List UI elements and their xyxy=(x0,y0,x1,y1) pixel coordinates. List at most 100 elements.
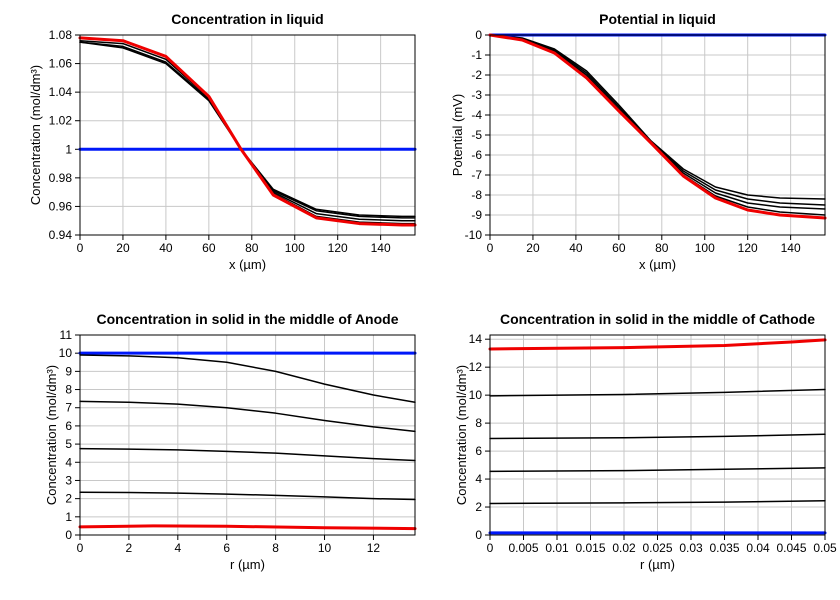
svg-text:2: 2 xyxy=(65,492,72,506)
svg-text:-5: -5 xyxy=(471,128,482,142)
svg-text:0.01: 0.01 xyxy=(545,541,569,555)
svg-text:0: 0 xyxy=(475,528,482,542)
svg-text:10: 10 xyxy=(469,388,483,402)
svg-text:-1: -1 xyxy=(471,48,482,62)
figure: Concentration in liquid x (µm) Concentrati… xyxy=(0,0,840,600)
gridlines: 00.0050.010.0150.020.0250.030.0350.040.0… xyxy=(469,332,837,555)
svg-text:0: 0 xyxy=(487,241,494,255)
svg-text:11: 11 xyxy=(60,328,73,342)
svg-text:1: 1 xyxy=(65,142,72,156)
series-line xyxy=(80,38,415,225)
y-axis-label: Potential (mV) xyxy=(450,35,465,235)
svg-text:-3: -3 xyxy=(471,88,482,102)
panel-conc_anode: Concentration in solid in the middle of … xyxy=(80,335,415,535)
svg-text:-4: -4 xyxy=(471,108,482,122)
svg-text:40: 40 xyxy=(159,241,173,255)
panel-pot_liquid: Potential in liquidx (µm)Potential (mV)0… xyxy=(490,35,825,235)
svg-text:-7: -7 xyxy=(471,168,482,182)
series-line xyxy=(80,401,415,431)
svg-text:0.05: 0.05 xyxy=(813,541,837,555)
svg-text:0.025: 0.025 xyxy=(642,541,672,555)
series-line xyxy=(80,41,415,221)
series-line xyxy=(80,355,415,402)
svg-text:6: 6 xyxy=(65,419,72,433)
svg-text:0: 0 xyxy=(475,28,482,42)
svg-text:-10: -10 xyxy=(465,228,483,242)
svg-text:-6: -6 xyxy=(471,148,482,162)
svg-text:1.02: 1.02 xyxy=(49,114,73,128)
svg-text:1.04: 1.04 xyxy=(49,85,73,99)
chart-title: Concentration in solid in the middle of … xyxy=(80,311,415,327)
series-line xyxy=(80,449,415,461)
svg-text:12: 12 xyxy=(367,541,381,555)
svg-text:10: 10 xyxy=(318,541,332,555)
svg-text:0.98: 0.98 xyxy=(49,171,73,185)
svg-text:-2: -2 xyxy=(471,68,482,82)
svg-text:80: 80 xyxy=(655,241,669,255)
svg-text:140: 140 xyxy=(781,241,801,255)
svg-text:12: 12 xyxy=(469,360,483,374)
series-line xyxy=(490,35,825,215)
svg-text:6: 6 xyxy=(475,444,482,458)
series-line xyxy=(80,42,415,218)
svg-text:20: 20 xyxy=(116,241,130,255)
gridlines: 020406080100120140-10-9-8-7-6-5-4-3-2-10 xyxy=(465,28,825,255)
panel-conc_cathode: Concentration in solid in the middle of … xyxy=(490,335,825,535)
svg-text:3: 3 xyxy=(65,473,72,487)
svg-text:0: 0 xyxy=(65,528,72,542)
svg-text:0.015: 0.015 xyxy=(575,541,605,555)
svg-text:6: 6 xyxy=(223,541,230,555)
svg-text:1.08: 1.08 xyxy=(49,28,73,42)
svg-text:0.96: 0.96 xyxy=(49,199,73,213)
y-axis-label: Concentration (mol/dm³) xyxy=(454,335,469,535)
series-line xyxy=(490,35,825,199)
svg-text:0.035: 0.035 xyxy=(709,541,739,555)
x-axis-label: r (µm) xyxy=(80,557,415,572)
svg-text:8: 8 xyxy=(272,541,279,555)
svg-text:5: 5 xyxy=(65,437,72,451)
plot-area: 0204060801001201400.940.960.9811.021.041… xyxy=(80,35,415,235)
svg-text:0: 0 xyxy=(77,541,84,555)
svg-text:10: 10 xyxy=(59,346,73,360)
svg-text:40: 40 xyxy=(569,241,583,255)
svg-text:20: 20 xyxy=(526,241,540,255)
svg-text:0: 0 xyxy=(487,541,494,555)
series-line xyxy=(490,35,825,218)
chart-title: Concentration in liquid xyxy=(80,11,415,27)
svg-text:60: 60 xyxy=(202,241,216,255)
svg-text:4: 4 xyxy=(65,455,72,469)
svg-text:0.94: 0.94 xyxy=(49,228,73,242)
svg-text:2: 2 xyxy=(475,500,482,514)
svg-text:0.03: 0.03 xyxy=(679,541,703,555)
svg-text:80: 80 xyxy=(245,241,259,255)
x-axis-label: x (µm) xyxy=(490,257,825,272)
plot-area: 02468101201234567891011 xyxy=(80,335,415,535)
svg-text:0.02: 0.02 xyxy=(612,541,636,555)
svg-text:140: 140 xyxy=(371,241,391,255)
svg-text:60: 60 xyxy=(612,241,626,255)
gridlines: 02468101201234567891011 xyxy=(59,328,415,555)
svg-text:0: 0 xyxy=(77,241,84,255)
y-axis-label: Concentration (mol/dm³) xyxy=(44,335,59,535)
y-axis-label: Concentration (mol/dm³) xyxy=(28,35,43,235)
series-line xyxy=(80,526,415,529)
svg-text:9: 9 xyxy=(65,364,72,378)
svg-text:8: 8 xyxy=(65,383,72,397)
x-axis-label: x (µm) xyxy=(80,257,415,272)
svg-text:-9: -9 xyxy=(471,208,482,222)
svg-text:120: 120 xyxy=(328,241,348,255)
series-line xyxy=(80,38,415,224)
gridlines: 0 20 40 60 80 100 120 140 0.94 0.96 0.98 1 1.02 1.04 1… xyxy=(49,28,415,255)
svg-text:100: 100 xyxy=(285,241,305,255)
svg-text:4: 4 xyxy=(475,472,482,486)
axis-frame xyxy=(80,35,415,235)
svg-text:8: 8 xyxy=(475,416,482,430)
x-axis-label: r (µm) xyxy=(490,557,825,572)
chart-title: Potential in liquid xyxy=(490,11,825,27)
plot-area: 00.0050.010.0150.020.0250.030.0350.040.0… xyxy=(490,335,825,535)
svg-text:120: 120 xyxy=(738,241,758,255)
series-line xyxy=(80,42,415,216)
svg-text:0.04: 0.04 xyxy=(746,541,770,555)
svg-text:7: 7 xyxy=(65,401,72,415)
axis-frame xyxy=(80,335,415,535)
